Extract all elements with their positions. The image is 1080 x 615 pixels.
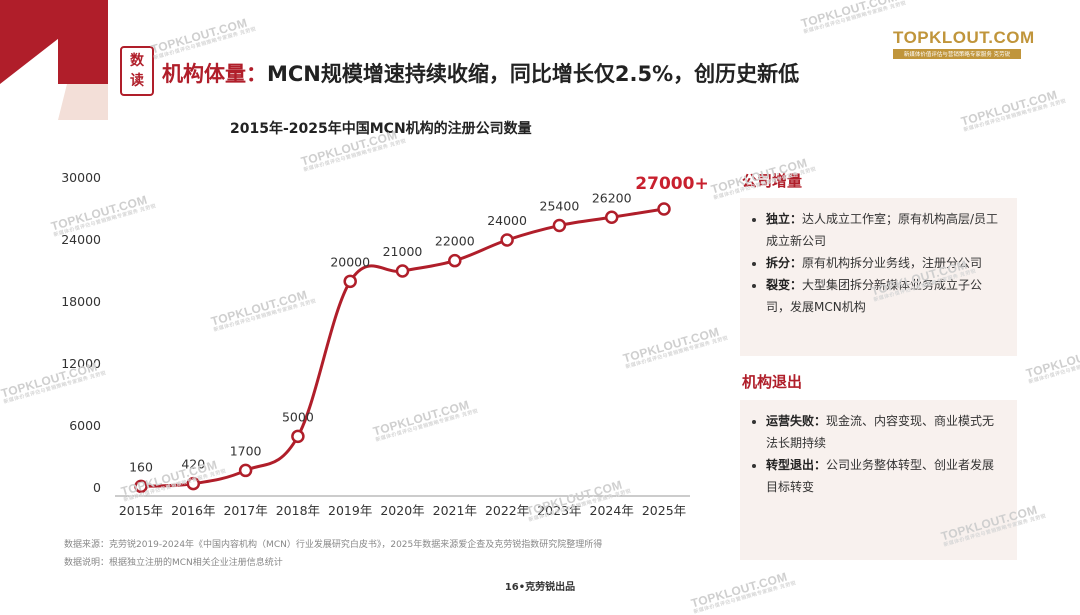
x-tick-label: 2017年 bbox=[223, 503, 267, 518]
series-line bbox=[140, 207, 665, 488]
page-title-prefix: 机构体量： bbox=[162, 62, 267, 86]
increase-item: 拆分：原有机构拆分业务线，注册分公司 bbox=[766, 252, 1005, 274]
data-label: 21000 bbox=[383, 244, 423, 259]
increase-list: 独立：达人成立工作室；原有机构高层/员工成立新公司拆分：原有机构拆分业务线，注册… bbox=[754, 208, 1005, 318]
line-chart: 0 6000 12000 18000 24000 30000 2015年 2016年 2017年… bbox=[61, 170, 708, 518]
data-label: 24000 bbox=[487, 213, 527, 228]
exit-item: 运营失败：现金流、内容变现、商业模式无法长期持续 bbox=[766, 410, 1005, 454]
data-label: 420 bbox=[181, 457, 205, 472]
increase-item-term: 独立： bbox=[766, 212, 803, 226]
data-label: 5000 bbox=[282, 409, 314, 424]
data-point bbox=[500, 233, 514, 247]
increase-item-text: 大型集团拆分新媒体业务成立子公司，发展MCN机构 bbox=[766, 278, 983, 314]
increase-heading: 公司增量 bbox=[742, 172, 803, 190]
exit-item-term: 转型退出： bbox=[766, 458, 827, 472]
x-tick-label: 2023年 bbox=[537, 503, 581, 518]
x-tick-label: 2025年 bbox=[642, 503, 686, 518]
data-label: 25400 bbox=[540, 199, 580, 214]
explain-note: 数据说明：根据独立注册的MCN相关企业注册信息统计 bbox=[64, 558, 283, 568]
x-tick-label: 2016年 bbox=[171, 503, 215, 518]
exit-item-text: 现金流、内容变现、商业模式无法长期持续 bbox=[766, 414, 995, 450]
page-footer: 16•克劳锐出品 bbox=[504, 582, 576, 593]
data-point bbox=[395, 264, 410, 278]
increase-item: 裂变：大型集团拆分新媒体业务成立子公司，发展MCN机构 bbox=[766, 274, 1005, 318]
data-point bbox=[657, 202, 671, 216]
data-point bbox=[291, 429, 305, 444]
exit-list: 运营失败：现金流、内容变现、商业模式无法长期持续转型退出：公司业务整体转型、创业… bbox=[754, 410, 1005, 498]
data-label: 1700 bbox=[230, 443, 262, 458]
y-tick-label: 12000 bbox=[61, 356, 101, 371]
increase-item: 独立：达人成立工作室；原有机构高层/员工成立新公司 bbox=[766, 208, 1005, 252]
source-note: 数据来源：克劳锐2019-2024年《中国内容机构（MCN）行业发展研究白皮书》… bbox=[64, 540, 603, 550]
y-tick-label: 30000 bbox=[61, 170, 101, 185]
data-label: 20000 bbox=[330, 254, 370, 269]
chart-title: 2015年-2025年中国MCN机构的注册公司数量 bbox=[230, 121, 532, 137]
corner-decoration-strip bbox=[58, 0, 108, 84]
data-label: 26200 bbox=[592, 190, 632, 205]
data-label: 27000+ bbox=[635, 174, 708, 194]
exit-item-text: 公司业务整体转型、创业者发展目标转变 bbox=[766, 458, 995, 494]
page-title: 机构体量：MCN规模增速持续收缩，同比增长仅2.5%，创历史新低 bbox=[162, 58, 799, 88]
x-tick-label: 2015年 bbox=[119, 503, 163, 518]
x-tick-label: 2022年 bbox=[485, 503, 529, 518]
exit-heading: 机构退出 bbox=[742, 373, 803, 391]
increase-item-text: 达人成立工作室；原有机构高层/员工成立新公司 bbox=[766, 212, 999, 248]
increase-panel: 独立：达人成立工作室；原有机构高层/员工成立新公司拆分：原有机构拆分业务线，注册… bbox=[740, 198, 1017, 356]
x-tick-label: 2024年 bbox=[590, 503, 634, 518]
y-tick-label: 6000 bbox=[69, 418, 101, 433]
data-point bbox=[134, 479, 148, 494]
x-tick-label: 2021年 bbox=[433, 503, 477, 518]
data-label: 22000 bbox=[435, 234, 475, 249]
page-title-text: MCN规模增速持续收缩，同比增长仅2.5%，创历史新低 bbox=[267, 62, 800, 86]
data-label: 160 bbox=[129, 459, 153, 474]
data-point bbox=[186, 476, 201, 491]
increase-item-term: 裂变： bbox=[766, 278, 803, 292]
logo-text: TOPKLOUT.COM bbox=[893, 28, 1035, 47]
increase-item-text: 原有机构拆分业务线，注册分公司 bbox=[802, 256, 983, 270]
brand-logo: TOPKLOUT.COM 新媒体价值评估与营销策略专家服务 克劳锐 bbox=[893, 28, 1035, 59]
data-point bbox=[343, 274, 357, 289]
exit-item: 转型退出：公司业务整体转型、创业者发展目标转变 bbox=[766, 454, 1005, 498]
y-tick-label: 24000 bbox=[61, 232, 101, 247]
section-badge: 数 读 bbox=[120, 46, 154, 96]
increase-item-term: 拆分： bbox=[766, 256, 803, 270]
x-tick-label: 2019年 bbox=[328, 503, 372, 518]
exit-item-term: 运营失败： bbox=[766, 414, 827, 428]
badge-line-1: 数 bbox=[130, 53, 144, 69]
data-point bbox=[448, 253, 462, 268]
data-point bbox=[238, 463, 253, 478]
y-tick-label: 0 bbox=[93, 480, 101, 495]
exit-panel: 运营失败：现金流、内容变现、商业模式无法长期持续转型退出：公司业务整体转型、创业… bbox=[740, 400, 1017, 560]
x-tick-label: 2018年 bbox=[276, 503, 320, 518]
logo-tagline: 新媒体价值评估与营销策略专家服务 克劳锐 bbox=[893, 49, 1021, 59]
y-tick-label: 18000 bbox=[61, 294, 101, 309]
data-point bbox=[604, 210, 619, 225]
badge-line-2: 读 bbox=[130, 73, 144, 89]
data-point bbox=[552, 218, 567, 233]
x-tick-label: 2020年 bbox=[380, 503, 424, 518]
